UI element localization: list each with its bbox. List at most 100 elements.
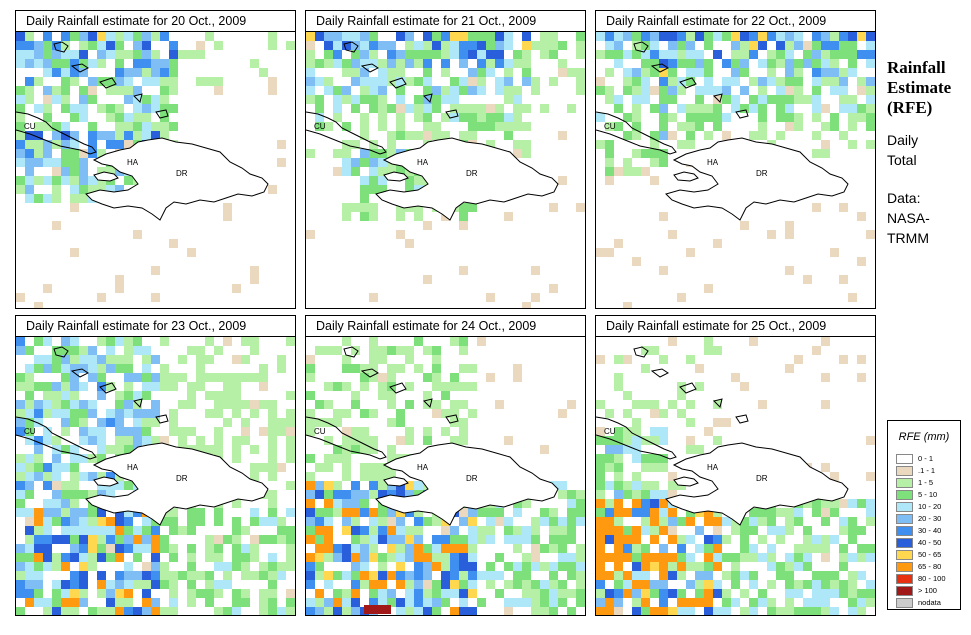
rain-cell (43, 391, 52, 400)
rain-cell (306, 607, 315, 615)
rain-cell (351, 436, 360, 445)
island-outline (343, 346, 359, 358)
rain-cell (151, 580, 160, 589)
rain-cell (115, 409, 124, 418)
island-outline (735, 109, 749, 119)
rain-cell (641, 526, 650, 535)
legend-item: 40 - 50 (896, 537, 941, 548)
island-outline (389, 77, 407, 89)
rain-cell (259, 427, 268, 436)
rain-cell (821, 589, 830, 598)
rain-cell (605, 149, 614, 158)
rain-cell (839, 32, 848, 41)
rain-cell (686, 517, 695, 526)
rain-cell (704, 284, 713, 293)
rain-cell (459, 113, 468, 122)
rain-cell (315, 517, 324, 526)
rain-cell (450, 95, 459, 104)
rain-cell (531, 553, 540, 562)
rain-cell (286, 553, 295, 562)
rain-cell (133, 544, 142, 553)
rain-cell (423, 221, 432, 230)
rain-cell (704, 346, 713, 355)
rain-cell (25, 508, 34, 517)
island-outline (389, 382, 407, 394)
rain-cell (378, 158, 387, 167)
rain-cell (16, 589, 25, 598)
legend-swatch (896, 465, 913, 476)
rain-cell (495, 508, 504, 517)
rain-cell (306, 598, 315, 607)
rain-cell (632, 122, 641, 131)
rain-cell (306, 517, 315, 526)
rain-cell (650, 131, 659, 140)
rain-cell (659, 266, 668, 275)
rain-cell (70, 113, 79, 122)
rain-cell (333, 589, 342, 598)
rain-cell (540, 50, 549, 59)
rain-cell (866, 544, 875, 553)
rain-cell (115, 284, 124, 293)
rain-cell (34, 158, 43, 167)
rain-cell (315, 113, 324, 122)
rain-cell (513, 122, 522, 131)
rain-cell (142, 517, 151, 526)
rain-cell (324, 526, 333, 535)
gonave-island-outline (673, 476, 699, 487)
rain-cell (79, 544, 88, 553)
hispaniola-outline (665, 442, 849, 526)
rain-cell (713, 553, 722, 562)
rain-cell (169, 418, 178, 427)
rain-cell (124, 598, 133, 607)
panel-title-3: Daily Rainfall estimate for 22 Oct., 200… (595, 10, 876, 32)
rain-cell (414, 337, 423, 346)
rain-cell (70, 382, 79, 391)
rain-cell (468, 50, 477, 59)
rain-cell (686, 113, 695, 122)
rain-cell (695, 580, 704, 589)
rain-cell (115, 391, 124, 400)
rain-cell (459, 544, 468, 553)
rain-cell (160, 517, 169, 526)
rain-cell (414, 508, 423, 517)
rain-cell (839, 544, 848, 553)
rain-cell (52, 131, 61, 140)
rain-cell (133, 373, 142, 382)
rain-cell (115, 185, 124, 194)
rain-cell (115, 580, 124, 589)
rain-cell (531, 535, 540, 544)
legend-item: > 100 (896, 585, 937, 596)
rain-cell (34, 400, 43, 409)
rain-cell (306, 508, 315, 517)
rain-cell (268, 553, 277, 562)
rain-cell (378, 526, 387, 535)
rain-cell (79, 472, 88, 481)
rain-cell (596, 86, 605, 95)
rain-cell (241, 337, 250, 346)
rain-cell (812, 95, 821, 104)
rain-cell (324, 508, 333, 517)
rain-cell (839, 41, 848, 50)
rain-cell (495, 86, 504, 95)
rain-cell (250, 409, 259, 418)
rain-cell (324, 86, 333, 95)
rain-cell (641, 571, 650, 580)
legend-label: nodata (918, 598, 941, 607)
country-label-dominican-republic: DR (466, 474, 478, 483)
rain-cell (232, 400, 241, 409)
rain-cell (767, 517, 776, 526)
rain-cell (52, 499, 61, 508)
rain-cell (450, 544, 459, 553)
rain-cell (61, 382, 70, 391)
rain-cell (106, 337, 115, 346)
rain-cell (522, 553, 531, 562)
rain-cell (52, 185, 61, 194)
rain-cell (369, 598, 378, 607)
rain-cell (522, 77, 531, 86)
rain-cell (830, 535, 839, 544)
rain-cell (315, 481, 324, 490)
rain-cell (250, 508, 259, 517)
rain-cell (378, 167, 387, 176)
rain-cell (614, 517, 623, 526)
rain-cell (315, 59, 324, 68)
